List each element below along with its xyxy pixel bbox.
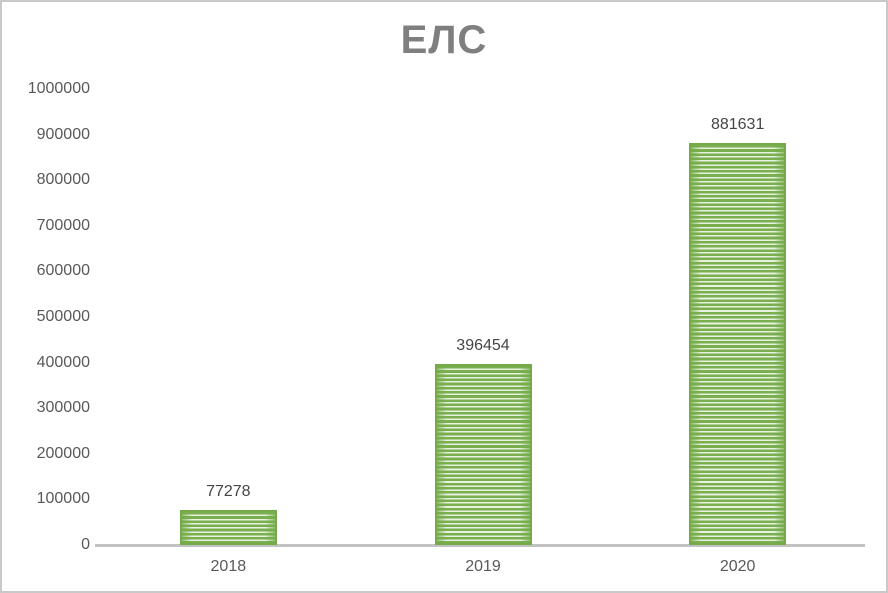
y-axis-tick-label: 700000 xyxy=(36,216,90,234)
data-label-2019: 396454 xyxy=(456,337,510,354)
x-axis-label-2019: 2019 xyxy=(465,558,501,575)
data-label-2020: 881631 xyxy=(710,116,765,133)
y-axis-tick-label: 1000000 xyxy=(27,80,90,97)
y-axis-tick-label: 600000 xyxy=(36,262,90,280)
y-axis-tick-label: 300000 xyxy=(36,399,90,417)
chart-title: ЕЛС xyxy=(400,18,488,62)
bar-2020 xyxy=(689,143,787,545)
y-axis-tick-label: 0 xyxy=(81,536,90,553)
bar-2019 xyxy=(434,364,532,545)
y-axis-tick-label: 100000 xyxy=(36,490,90,508)
y-axis-tick-label: 500000 xyxy=(36,308,90,325)
data-label-2018: 77278 xyxy=(206,483,251,500)
x-axis-label-2020: 2020 xyxy=(719,558,756,575)
y-axis-tick-label: 400000 xyxy=(36,353,90,371)
y-axis-tick-label: 800000 xyxy=(36,171,90,189)
y-axis-tick-label: 200000 xyxy=(36,444,90,462)
x-axis-line xyxy=(95,544,865,547)
y-axis-tick-label: 900000 xyxy=(36,125,90,143)
x-axis-label-2018: 2018 xyxy=(210,558,247,575)
bar-2018 xyxy=(179,510,277,545)
